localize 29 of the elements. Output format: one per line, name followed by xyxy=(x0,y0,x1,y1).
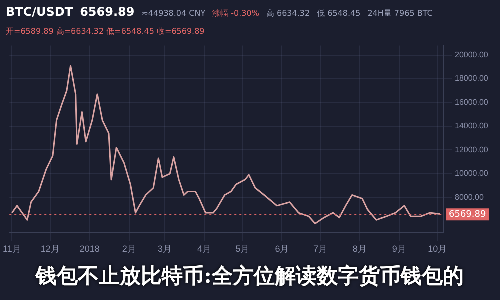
x-tick-label: 4月 xyxy=(198,244,212,254)
x-tick-label: 8月 xyxy=(352,244,367,254)
text: 24H量 7965 BTC xyxy=(368,8,433,19)
y-tick-label: 12000.00 xyxy=(455,145,489,154)
x-tick-label: 7月 xyxy=(313,244,328,254)
x-tick-label: 2018 xyxy=(80,244,100,254)
text: BTC/USDT xyxy=(6,5,74,19)
x-tick-label: 12月 xyxy=(40,244,60,254)
x-tick-label: 11月 xyxy=(3,244,22,254)
text: 涨幅 -0.30% xyxy=(212,8,260,19)
y-tick-label: 14000.00 xyxy=(455,122,489,131)
text: 高 6634.32 xyxy=(266,8,310,19)
y-tick-label: 16000.00 xyxy=(455,98,489,107)
x-tick-label: 10月 xyxy=(428,244,448,254)
x-tick-label: 3月 xyxy=(158,244,172,254)
text: 开=6589.89 高=6634.32 低=6548.45 收=6569.89 xyxy=(6,26,205,37)
x-tick-label: 9月 xyxy=(392,244,406,254)
y-tick-label: 8000.00 xyxy=(455,192,484,202)
text: ≈44938.04 CNY xyxy=(142,9,206,18)
ref-line-label: 6569.89 xyxy=(449,210,486,220)
text: 低 6548.45 xyxy=(317,8,361,19)
text: 6569.89 xyxy=(80,5,135,19)
x-tick-label: 5月 xyxy=(236,244,250,254)
y-tick-label: 18000.00 xyxy=(455,74,489,84)
x-tick-label: 6月 xyxy=(275,244,290,254)
text: 钱包不止放比特币:全方位解读数字货币钱包的 xyxy=(34,262,465,290)
y-tick-label: 20000.00 xyxy=(455,50,489,60)
x-tick-label: 2月 xyxy=(122,244,136,254)
y-tick-label: 10000.00 xyxy=(455,169,489,178)
